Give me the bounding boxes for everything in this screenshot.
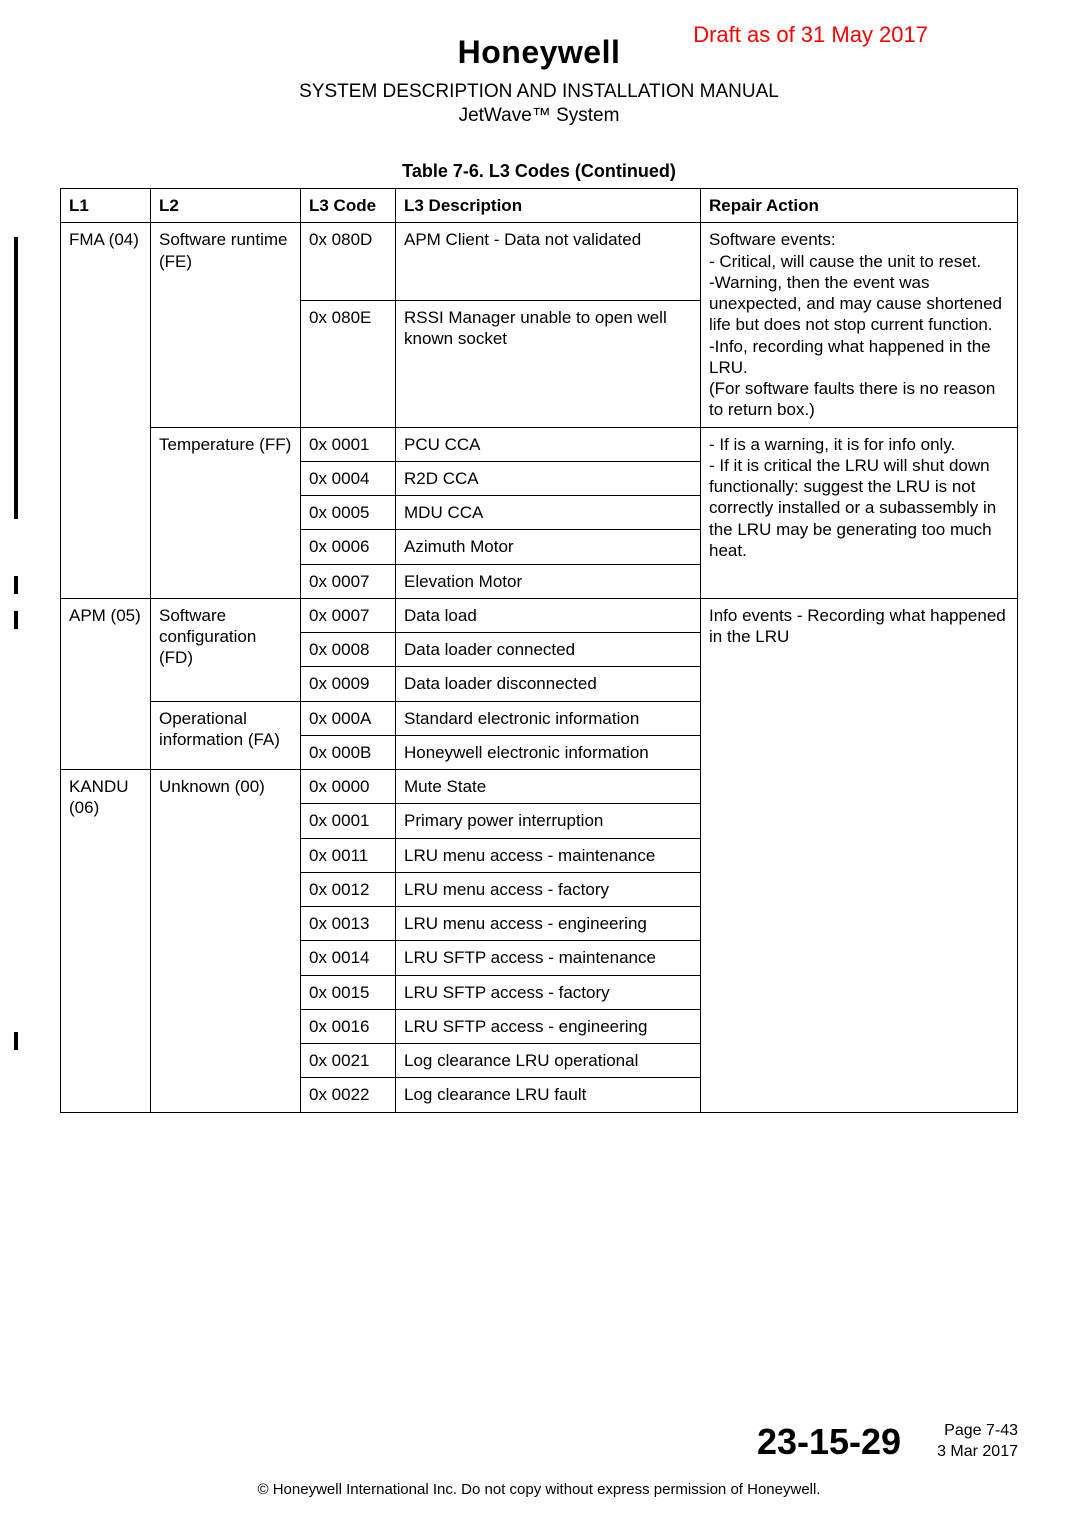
table-header-row: L1 L2 L3 Code L3 Description Repair Acti…: [61, 189, 1018, 223]
footer: 23-15-29 Page 7-43 3 Mar 2017 © Honeywel…: [60, 1421, 1018, 1498]
copyright: © Honeywell International Inc. Do not co…: [60, 1481, 1018, 1498]
cell-desc: Elevation Motor: [396, 564, 701, 598]
table-row: FMA (04) Software runtime (FE) 0x 080D A…: [61, 223, 1018, 301]
change-bar: [14, 1032, 18, 1050]
cell-repair: - If is a warning, it is for info only. …: [701, 427, 1018, 598]
cell-code: 0x 0007: [301, 564, 396, 598]
cell-code: 0x 0007: [301, 598, 396, 632]
cell-desc: Data loader connected: [396, 633, 701, 667]
page: Draft as of 31 May 2017 Honeywell SYSTEM…: [0, 0, 1078, 1538]
cell-desc: LRU SFTP access - factory: [396, 975, 701, 1009]
cell-code: 0x 0014: [301, 941, 396, 975]
cell-code: 0x 0005: [301, 496, 396, 530]
cell-code: 0x 000B: [301, 735, 396, 769]
cell-desc: LRU SFTP access - maintenance: [396, 941, 701, 975]
col-repair: Repair Action: [701, 189, 1018, 223]
cell-code: 0x 0021: [301, 1044, 396, 1078]
table-row: APM (05) Software configuration (FD) 0x …: [61, 598, 1018, 632]
page-date: 3 Mar 2017: [937, 1442, 1018, 1463]
doc-subtitle: JetWave™ System: [60, 105, 1018, 127]
cell-code: 0x 0022: [301, 1078, 396, 1112]
cell-desc: Log clearance LRU fault: [396, 1078, 701, 1112]
table-caption: Table 7-6. L3 Codes (Continued): [60, 161, 1018, 182]
cell-code: 0x 0011: [301, 838, 396, 872]
cell-desc: LRU menu access - engineering: [396, 907, 701, 941]
cell-code: 0x 0009: [301, 667, 396, 701]
cell-desc: RSSI Manager unable to open well known s…: [396, 301, 701, 427]
cell-repair: Software events: - Critical, will cause …: [701, 223, 1018, 427]
col-l2: L2: [151, 189, 301, 223]
cell-desc: Mute State: [396, 770, 701, 804]
cell-desc: R2D CCA: [396, 461, 701, 495]
change-bar: [14, 611, 18, 629]
cell-l2: Software configuration (FD): [151, 598, 301, 701]
col-l3desc: L3 Description: [396, 189, 701, 223]
cell-code: 0x 0013: [301, 907, 396, 941]
cell-l2: Operational information (FA): [151, 701, 301, 770]
cell-desc: Primary power interruption: [396, 804, 701, 838]
cell-code: 0x 0008: [301, 633, 396, 667]
cell-code: 0x 080E: [301, 301, 396, 427]
cell-code: 0x 0006: [301, 530, 396, 564]
cell-desc: LRU menu access - factory: [396, 872, 701, 906]
change-bar: [14, 576, 18, 594]
cell-code: 0x 0012: [301, 872, 396, 906]
cell-l2: Unknown (00): [151, 770, 301, 1113]
cell-code: 0x 0000: [301, 770, 396, 804]
cell-desc: Log clearance LRU operational: [396, 1044, 701, 1078]
cell-desc: Honeywell electronic information: [396, 735, 701, 769]
cell-code: 0x 000A: [301, 701, 396, 735]
cell-desc: Data loader disconnected: [396, 667, 701, 701]
change-bar: [14, 237, 18, 519]
cell-desc: LRU SFTP access - engineering: [396, 1009, 701, 1043]
col-l1: L1: [61, 189, 151, 223]
cell-desc: PCU CCA: [396, 427, 701, 461]
cell-l2: Temperature (FF): [151, 427, 301, 598]
cell-l2: Software runtime (FE): [151, 223, 301, 427]
cell-repair: Info events - Recording what happened in…: [701, 598, 1018, 1112]
cell-desc: Standard electronic information: [396, 701, 701, 735]
cell-l1: KANDU (06): [61, 770, 151, 1113]
page-label: Page 7-43: [937, 1421, 1018, 1442]
cell-desc: Data load: [396, 598, 701, 632]
cell-l1: FMA (04): [61, 223, 151, 599]
cell-code: 0x 0016: [301, 1009, 396, 1043]
cell-desc: APM Client - Data not validated: [396, 223, 701, 301]
col-l3code: L3 Code: [301, 189, 396, 223]
cell-code: 0x 0004: [301, 461, 396, 495]
codes-table: L1 L2 L3 Code L3 Description Repair Acti…: [60, 188, 1018, 1113]
cell-desc: MDU CCA: [396, 496, 701, 530]
cell-code: 0x 0015: [301, 975, 396, 1009]
cell-desc: LRU menu access - maintenance: [396, 838, 701, 872]
doc-title: SYSTEM DESCRIPTION AND INSTALLATION MANU…: [60, 81, 1018, 103]
cell-l1: APM (05): [61, 598, 151, 769]
cell-code: 0x 080D: [301, 223, 396, 301]
draft-label: Draft as of 31 May 2017: [693, 22, 928, 48]
table-row: Temperature (FF) 0x 0001 PCU CCA - If is…: [61, 427, 1018, 461]
doc-number: 23-15-29: [757, 1421, 901, 1463]
cell-code: 0x 0001: [301, 804, 396, 838]
cell-code: 0x 0001: [301, 427, 396, 461]
cell-desc: Azimuth Motor: [396, 530, 701, 564]
